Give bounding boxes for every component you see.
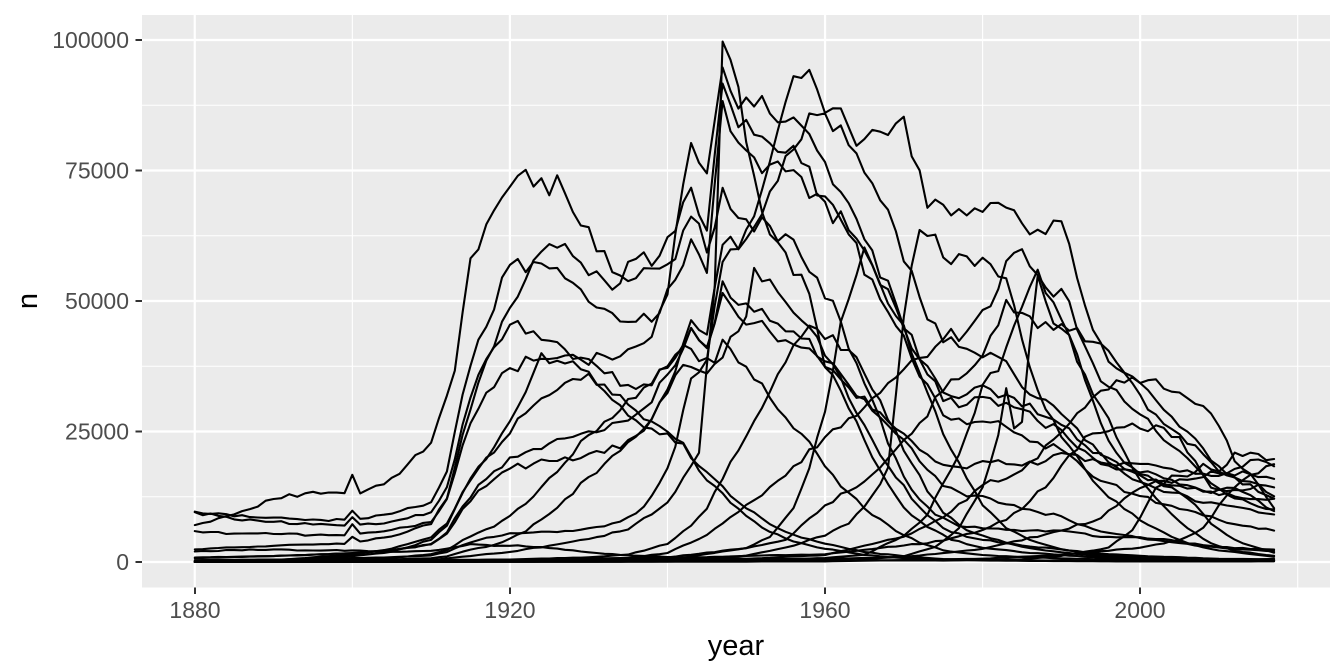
x-axis-title: year bbox=[708, 630, 765, 662]
x-tick-label-1960: 1960 bbox=[799, 597, 850, 623]
y-tick-label-75000: 75000 bbox=[65, 158, 129, 184]
series-line-james bbox=[193, 66, 1276, 537]
gridlines-major bbox=[142, 15, 1330, 588]
series-line-john bbox=[193, 99, 1276, 523]
series-line-barbara bbox=[193, 338, 1276, 563]
y-tick-label-25000: 25000 bbox=[65, 419, 129, 445]
data-series-lines bbox=[193, 40, 1276, 564]
x-tick-label-2000: 2000 bbox=[1114, 597, 1165, 623]
series-line-robert bbox=[193, 82, 1276, 551]
series-line-ashley bbox=[193, 274, 1276, 564]
series-line-emily bbox=[193, 422, 1276, 562]
y-tick-label-0: 0 bbox=[116, 549, 129, 575]
y-tick-label-100000: 100000 bbox=[52, 27, 129, 53]
series-line-mary bbox=[193, 168, 1276, 551]
x-tick-label-1920: 1920 bbox=[484, 597, 535, 623]
axis-tick-marks bbox=[135, 39, 1141, 594]
y-axis-title: n bbox=[12, 293, 44, 309]
x-tick-label-1880: 1880 bbox=[169, 597, 220, 623]
y-tick-label-50000: 50000 bbox=[65, 288, 129, 314]
series-line-emma bbox=[193, 451, 1276, 562]
